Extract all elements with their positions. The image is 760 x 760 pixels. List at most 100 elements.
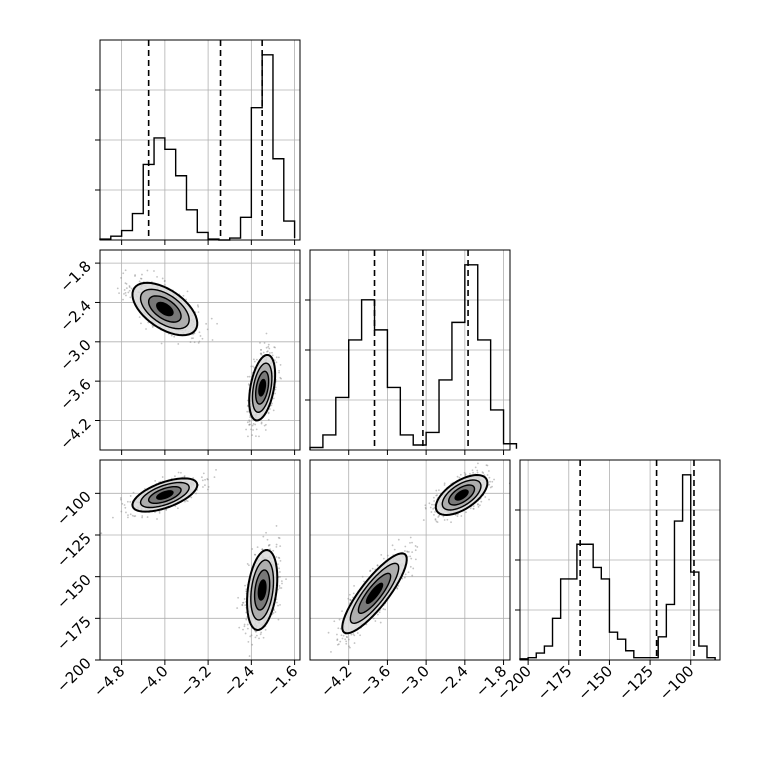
sample-point [247, 564, 250, 567]
sample-point [260, 631, 263, 634]
sample-point [138, 316, 141, 319]
sample-point [207, 486, 210, 488]
sample-point [258, 637, 260, 640]
sample-point [279, 559, 282, 562]
sample-point [184, 500, 186, 503]
sample-point [246, 623, 249, 626]
sample-point [138, 280, 141, 283]
sample-point [197, 311, 200, 314]
sample-point [251, 643, 254, 646]
sample-point [411, 541, 413, 544]
sample-point [130, 287, 133, 290]
sample-point [258, 435, 260, 438]
sample-point [344, 638, 347, 641]
sample-point [436, 494, 438, 496]
histogram-step [309, 264, 518, 450]
sample-point [129, 513, 132, 516]
sample-point [489, 486, 492, 489]
sample-point [255, 634, 258, 637]
sample-point [244, 604, 247, 607]
sample-point [372, 617, 375, 620]
x-tick-label: −125 [615, 662, 657, 704]
sample-point [433, 500, 436, 502]
sample-point [277, 556, 280, 559]
sample-point [285, 578, 287, 581]
sample-point [414, 545, 417, 547]
plot-area [100, 468, 287, 657]
sample-point [197, 305, 200, 308]
sample-point [246, 410, 249, 413]
sample-point [272, 612, 275, 614]
sample-point [371, 567, 374, 570]
sample-point [198, 340, 201, 343]
sample-point [267, 412, 270, 415]
sample-point [275, 601, 278, 604]
x-tick-label: −150 [574, 662, 616, 704]
sample-point [281, 582, 283, 585]
sample-point [246, 375, 249, 378]
sample-point [384, 608, 387, 611]
sample-point [248, 375, 251, 378]
sample-point [260, 352, 263, 355]
sample-point [259, 341, 261, 344]
sample-point [486, 474, 489, 476]
sample-point [256, 358, 258, 361]
sample-point [330, 651, 332, 653]
sample-point [238, 626, 241, 629]
sample-point [491, 485, 493, 488]
sample-point [409, 555, 412, 558]
sample-point [278, 369, 281, 372]
sample-point [125, 511, 127, 514]
sample-point [193, 341, 196, 344]
sample-point [245, 611, 248, 614]
sample-point [205, 322, 208, 325]
histogram-panel-6: −200−175−150−125−100 [493, 459, 721, 704]
sample-point [339, 640, 342, 643]
sample-point [424, 507, 427, 510]
sample-point [127, 516, 129, 519]
sample-point [161, 476, 164, 478]
sample-point [359, 634, 362, 637]
sample-point [456, 515, 459, 518]
sample-point [341, 610, 343, 613]
sample-point [264, 429, 267, 431]
sample-point [491, 480, 494, 483]
sample-point [198, 331, 201, 334]
sample-point [247, 435, 249, 438]
sample-point [350, 633, 353, 636]
y-tick-label: −1.8 [56, 257, 94, 295]
sample-point [477, 505, 480, 508]
sample-point [277, 563, 279, 566]
sample-point [272, 549, 275, 552]
sample-point [241, 604, 244, 607]
sample-point [100, 532, 103, 535]
sample-point [271, 351, 273, 354]
sample-point [380, 554, 383, 556]
sample-point [443, 484, 446, 486]
sample-point [141, 515, 144, 517]
sample-point [192, 477, 195, 479]
sample-point [472, 507, 475, 510]
contour-level [454, 489, 469, 501]
y-tick-label: −175 [53, 612, 95, 654]
sample-point [246, 563, 249, 565]
sample-point [125, 287, 128, 290]
sample-point [275, 543, 278, 546]
sample-point [189, 341, 192, 343]
sample-point [404, 573, 407, 576]
sample-point [237, 596, 240, 599]
sample-point [493, 478, 495, 481]
sample-point [438, 489, 440, 492]
sample-point [275, 356, 278, 359]
sample-point [435, 489, 438, 492]
sample-point [277, 356, 280, 359]
sample-point [254, 553, 257, 556]
sample-point [275, 361, 278, 364]
sample-point [134, 275, 136, 277]
sample-point [163, 279, 166, 282]
sample-point [478, 504, 481, 507]
sample-point [204, 478, 206, 481]
sample-point [119, 497, 122, 499]
sample-point [458, 476, 461, 479]
sample-point [407, 571, 410, 574]
